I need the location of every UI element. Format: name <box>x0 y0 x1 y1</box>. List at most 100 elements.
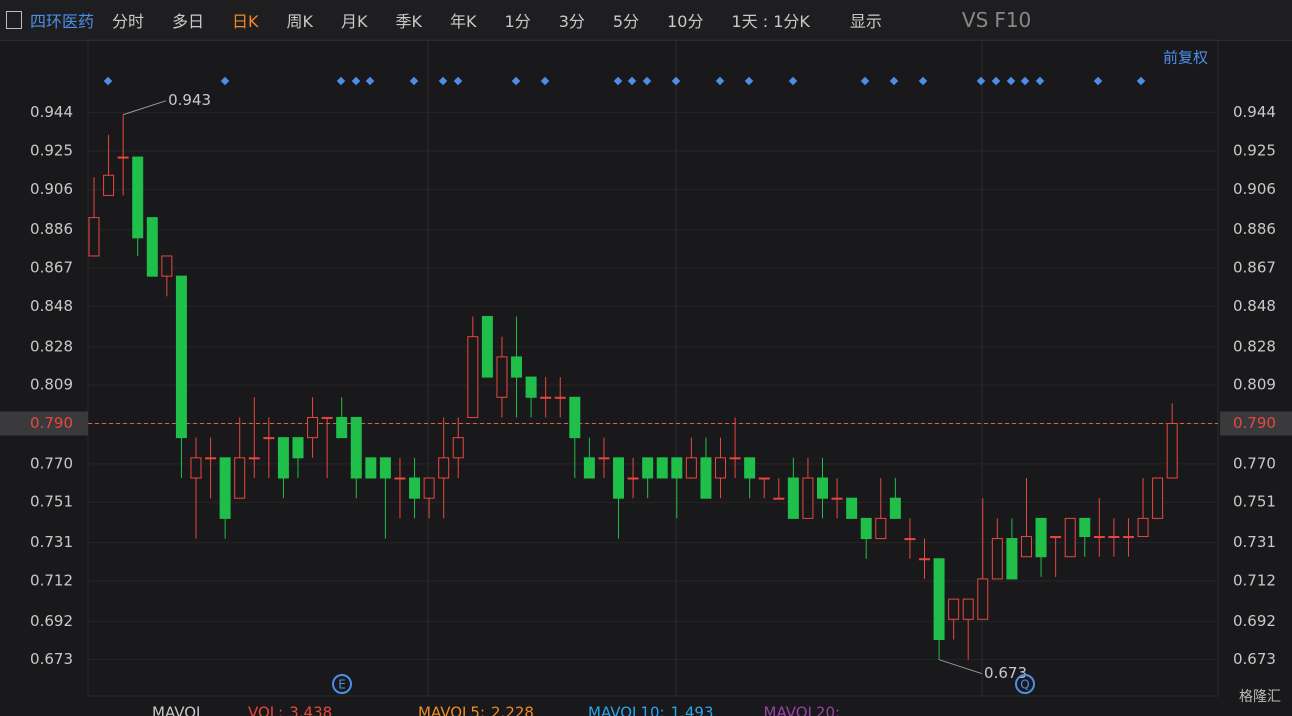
candle-body <box>307 416 319 439</box>
candle-body <box>627 477 639 480</box>
y-tick-label: 0.673 <box>30 650 73 668</box>
indicator-name: MAVOL5: <box>418 704 485 716</box>
candle-body <box>146 217 158 277</box>
event-dot <box>976 76 986 86</box>
tab[interactable]: 3分 <box>558 12 585 31</box>
candle-body <box>336 416 348 439</box>
vs-button[interactable]: VS <box>961 8 989 32</box>
y-tick-label-right: 0.809 <box>1233 376 1276 394</box>
tab[interactable]: 1分 <box>504 12 531 31</box>
candle-body <box>875 517 887 540</box>
candle-body <box>219 457 231 519</box>
y-tick-label: 0.828 <box>30 337 73 355</box>
y-tick-label: 0.906 <box>30 180 73 198</box>
y-tick-label-right: 0.944 <box>1233 103 1276 121</box>
y-tick-label: 0.848 <box>30 297 73 315</box>
candle-body <box>379 457 391 479</box>
event-dot <box>671 76 681 86</box>
y-tick-label-right: 0.751 <box>1233 493 1276 511</box>
event-dot <box>715 76 725 86</box>
sidebar-toggle[interactable] <box>6 11 22 29</box>
candle-body <box>248 457 260 460</box>
event-dot <box>788 76 798 86</box>
candle-body <box>715 457 727 479</box>
indicator-name: VOL: <box>248 704 283 716</box>
indicator-name: MAVOL20: <box>764 704 841 716</box>
indicator-settings: MAVOL <box>152 704 205 716</box>
tab[interactable]: 月K <box>341 12 368 31</box>
display-menu[interactable]: 显示 <box>849 12 882 31</box>
candle-body <box>292 437 304 459</box>
y-tick-label-right: 0.828 <box>1233 337 1276 355</box>
candle-body <box>88 217 100 257</box>
event-dot <box>511 76 521 86</box>
event-dot <box>1093 76 1103 86</box>
candle-body <box>423 477 435 499</box>
candle-body <box>671 457 683 479</box>
candle-body <box>1035 517 1047 558</box>
candle-body <box>962 598 974 620</box>
y-tick-label: 0.692 <box>30 612 73 630</box>
candle-body <box>263 437 275 440</box>
candle-body <box>467 336 479 418</box>
event-dot <box>1136 76 1146 86</box>
event-dot <box>744 76 754 86</box>
annotation: 0.943 <box>168 91 211 109</box>
f10-button[interactable]: F10 <box>994 8 1032 32</box>
candle-body <box>860 517 872 540</box>
tab[interactable]: 分时 <box>112 12 145 31</box>
tab[interactable]: 5分 <box>612 12 640 31</box>
event-dot <box>991 76 1001 86</box>
candle-body <box>554 396 566 399</box>
price-tag <box>0 411 88 436</box>
annotation-leader <box>122 100 167 116</box>
candle-body <box>277 437 289 479</box>
candle-body <box>511 356 523 378</box>
tab[interactable]: 日K <box>232 12 259 31</box>
candle-body <box>525 376 537 398</box>
event-dot <box>642 76 652 86</box>
candle-body <box>117 156 129 159</box>
candle-body <box>438 457 450 479</box>
candle-body <box>846 497 858 519</box>
y-tick-label: 0.944 <box>30 103 73 121</box>
candle-body <box>190 457 202 479</box>
candle-body <box>132 156 144 239</box>
candle-body <box>394 477 406 480</box>
current-price-label: 0.790 <box>30 414 73 432</box>
y-tick-label-right: 0.886 <box>1233 220 1276 238</box>
candle-body <box>918 558 930 561</box>
candle-body <box>103 174 115 196</box>
candle-body <box>350 416 362 479</box>
tab[interactable]: 多日 <box>172 12 205 31</box>
tab[interactable]: 年K <box>450 12 477 31</box>
candle-body <box>831 497 843 500</box>
event-dot <box>220 76 230 86</box>
candle-body <box>991 538 1003 580</box>
tab[interactable]: 周K <box>286 12 314 31</box>
candle-body <box>540 396 552 399</box>
y-tick-label: 0.809 <box>30 376 73 394</box>
tab[interactable]: 10分 <box>667 12 704 31</box>
tab[interactable]: 季K <box>395 12 423 31</box>
y-tick-label-right: 0.673 <box>1233 650 1276 668</box>
candle-body <box>583 457 595 479</box>
candle-body <box>1122 536 1134 539</box>
y-tick-label: 0.925 <box>30 142 73 160</box>
candle-body <box>642 457 654 479</box>
candle-body <box>205 457 217 460</box>
candle-body <box>685 457 697 479</box>
adjust-button[interactable]: 前复权 <box>1163 49 1208 67</box>
candle-body <box>977 578 989 620</box>
candle-body <box>1166 423 1178 479</box>
event-dot <box>103 76 113 86</box>
candle-body <box>175 275 187 439</box>
toolbar: 四环医药 分时 多日 日K 周K 月K 季K 年K 1分 3分 5分 10分 1天 : 1分K 显示… <box>0 0 1292 41</box>
period[interactable]: 1天 : 1分K <box>731 12 810 31</box>
candle-body <box>1020 536 1032 558</box>
candle-body <box>904 538 916 541</box>
candle-body <box>1093 536 1105 539</box>
stock-name[interactable]: 四环医药 <box>30 12 95 31</box>
